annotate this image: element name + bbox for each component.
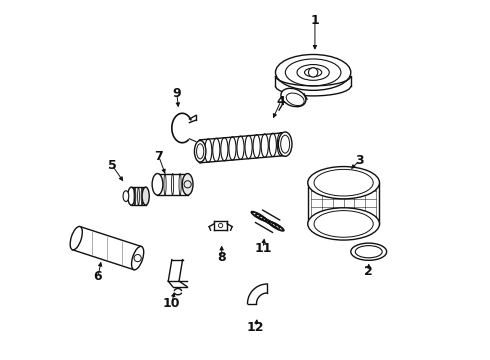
Text: 7: 7 [154,150,163,163]
Ellipse shape [152,174,163,195]
Text: 2: 2 [365,265,373,278]
Ellipse shape [308,167,379,199]
Text: 1: 1 [311,14,319,27]
Text: 6: 6 [94,270,102,283]
Text: 3: 3 [355,154,364,167]
Ellipse shape [281,88,306,107]
Text: 10: 10 [163,297,180,310]
Text: 12: 12 [247,320,265,333]
Ellipse shape [182,174,193,195]
Text: 11: 11 [254,242,271,255]
Ellipse shape [278,132,292,156]
Text: 8: 8 [218,251,226,264]
Ellipse shape [70,226,82,250]
Ellipse shape [351,243,387,260]
Text: 5: 5 [108,159,117,172]
Text: 4: 4 [276,95,285,108]
Ellipse shape [131,246,144,270]
Ellipse shape [195,140,206,162]
Ellipse shape [123,191,129,202]
Ellipse shape [128,187,135,205]
Text: 9: 9 [172,87,181,100]
Ellipse shape [308,208,379,240]
Circle shape [309,68,318,77]
Ellipse shape [275,54,351,90]
Ellipse shape [142,187,149,205]
